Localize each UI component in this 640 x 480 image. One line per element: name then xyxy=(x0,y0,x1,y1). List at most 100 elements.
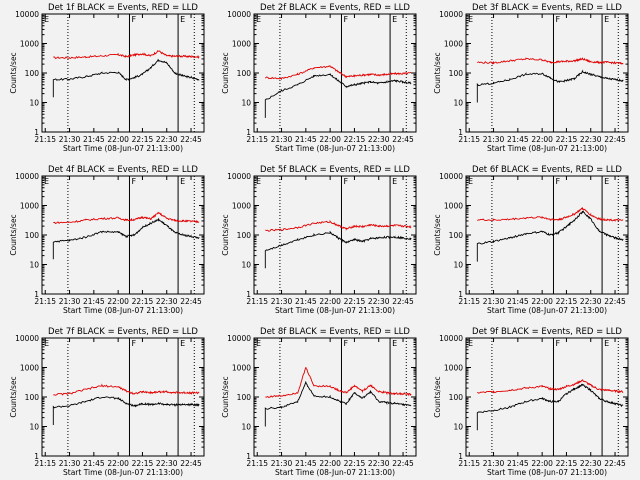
x-tick-label: 21:30 xyxy=(59,459,81,468)
y-tick-label: 100 xyxy=(25,393,40,402)
marker-label: E xyxy=(392,177,397,186)
x-tick-label: 22:00 xyxy=(319,135,341,144)
chart-title: Det 6f BLACK = Events, RED = LLD xyxy=(472,165,622,175)
y-tick-label: 1000 xyxy=(20,364,39,373)
chart-panel-5: Det 5f BLACK = Events, RED = LLD 1 10 100 10… xyxy=(221,165,417,315)
y-tick-label: 10 xyxy=(241,261,251,270)
chart-panel-8: Det 8f BLACK = Events, RED = LLD 1 10 100 10… xyxy=(221,327,417,477)
marker-label: F xyxy=(131,177,136,186)
x-tick-label: 22:00 xyxy=(531,459,553,468)
x-tick-label: 22:00 xyxy=(107,297,129,306)
x-tick-label: 21:45 xyxy=(295,135,317,144)
x-tick-label: 22:45 xyxy=(180,297,202,306)
y-tick-label: 10000 xyxy=(15,10,39,19)
chart-panel-9: Det 9f BLACK = Events, RED = LLD 1 10 100 10… xyxy=(433,327,629,477)
y-axis-title: Counts/sec xyxy=(9,52,18,93)
x-tick-label: 21:30 xyxy=(59,297,81,306)
y-tick-label: 10 xyxy=(453,261,463,270)
x-tick-label: 22:30 xyxy=(368,459,390,468)
lld-series-line xyxy=(53,50,200,60)
chart-panel-3: Det 3f BLACK = Events, RED = LLD 1 10 100 10… xyxy=(433,3,629,153)
lld-series-line xyxy=(265,366,412,399)
y-axis-title: Counts/sec xyxy=(9,376,18,417)
x-tick-label: 21:30 xyxy=(483,459,505,468)
x-tick-label: 21:45 xyxy=(83,135,105,144)
x-tick-label: 21:15 xyxy=(34,297,56,306)
y-tick-label: 100 xyxy=(237,393,252,402)
x-tick-label: 22:00 xyxy=(107,459,129,468)
y-tick-label: 100 xyxy=(237,69,252,78)
y-tick-label: 10000 xyxy=(439,334,463,343)
y-axis-title: Counts/sec xyxy=(221,376,230,417)
x-axis-title: Start Time (08-Jun-07 21:13:00) xyxy=(487,468,607,477)
chart-title: Det 8f BLACK = Events, RED = LLD xyxy=(260,327,410,337)
y-tick-label: 100 xyxy=(237,231,252,240)
y-tick-label: 10 xyxy=(241,423,251,432)
y-axis-title: Counts/sec xyxy=(433,214,442,255)
marker-label: E xyxy=(180,339,185,348)
events-series-line xyxy=(476,69,624,103)
y-tick-label: 1000 xyxy=(20,202,39,211)
lld-series-line xyxy=(53,383,200,396)
y-tick-label: 10000 xyxy=(227,10,251,19)
y-tick-label: 100 xyxy=(25,69,40,78)
marker-label: E xyxy=(44,15,49,24)
y-axis-title: Counts/sec xyxy=(433,52,442,93)
x-tick-label: 22:30 xyxy=(580,135,602,144)
x-tick-label: 21:45 xyxy=(295,459,317,468)
x-tick-label: 21:30 xyxy=(483,297,505,306)
x-tick-label: 22:45 xyxy=(180,135,202,144)
marker-label: E xyxy=(604,177,609,186)
x-tick-label: 21:45 xyxy=(83,297,105,306)
x-tick-label: 22:45 xyxy=(604,135,626,144)
chart-title: Det 3f BLACK = Events, RED = LLD xyxy=(472,3,622,13)
events-series-line xyxy=(52,217,200,260)
x-tick-label: 22:15 xyxy=(132,297,154,306)
marker-label: E xyxy=(392,339,397,348)
x-axis-title: Start Time (08-Jun-07 21:13:00) xyxy=(275,306,395,315)
marker-label: F xyxy=(343,339,348,348)
x-axis-title: Start Time (08-Jun-07 21:13:00) xyxy=(275,144,395,153)
chart-title: Det 1f BLACK = Events, RED = LLD xyxy=(48,3,198,13)
marker-label: F xyxy=(131,339,136,348)
x-tick-label: 22:15 xyxy=(556,297,578,306)
x-tick-label: 22:30 xyxy=(580,297,602,306)
x-axis-title: Start Time (08-Jun-07 21:13:00) xyxy=(63,144,183,153)
x-tick-label: 22:45 xyxy=(180,459,202,468)
marker-label: E xyxy=(44,339,49,348)
events-series-line xyxy=(264,380,412,427)
marker-label: E xyxy=(468,15,473,24)
x-tick-label: 21:30 xyxy=(271,297,293,306)
marker-label: E xyxy=(604,15,609,24)
marker-label: E xyxy=(256,177,261,186)
x-tick-label: 21:45 xyxy=(507,297,529,306)
y-tick-label: 1 xyxy=(246,452,251,461)
x-tick-label: 22:00 xyxy=(531,135,553,144)
y-tick-label: 1000 xyxy=(444,40,463,49)
x-tick-label: 22:15 xyxy=(344,297,366,306)
marker-label: F xyxy=(343,177,348,186)
x-tick-label: 21:45 xyxy=(83,459,105,468)
y-tick-label: 10000 xyxy=(439,10,463,19)
lld-series-line xyxy=(477,379,624,394)
y-tick-label: 1 xyxy=(246,128,251,137)
chart-title: Det 4f BLACK = Events, RED = LLD xyxy=(48,165,198,175)
x-tick-label: 22:15 xyxy=(556,459,578,468)
x-tick-label: 22:00 xyxy=(319,459,341,468)
chart-panel-1: Det 1f BLACK = Events, RED = LLD 1 10 100 10… xyxy=(9,3,205,153)
chart-panel-6: Det 6f BLACK = Events, RED = LLD 1 10 100 10… xyxy=(433,165,629,315)
events-series-line xyxy=(52,396,200,425)
y-tick-label: 10 xyxy=(29,423,39,432)
plot-frame xyxy=(41,13,205,133)
x-tick-label: 22:45 xyxy=(392,459,414,468)
x-tick-label: 21:15 xyxy=(246,135,268,144)
marker-label: E xyxy=(180,177,185,186)
x-tick-label: 21:45 xyxy=(507,459,529,468)
y-tick-label: 10 xyxy=(453,423,463,432)
chart-title: Det 9f BLACK = Events, RED = LLD xyxy=(472,327,622,337)
x-tick-label: 22:15 xyxy=(132,135,154,144)
marker-label: F xyxy=(131,15,136,24)
events-series-line xyxy=(476,383,624,431)
x-tick-label: 21:30 xyxy=(59,135,81,144)
